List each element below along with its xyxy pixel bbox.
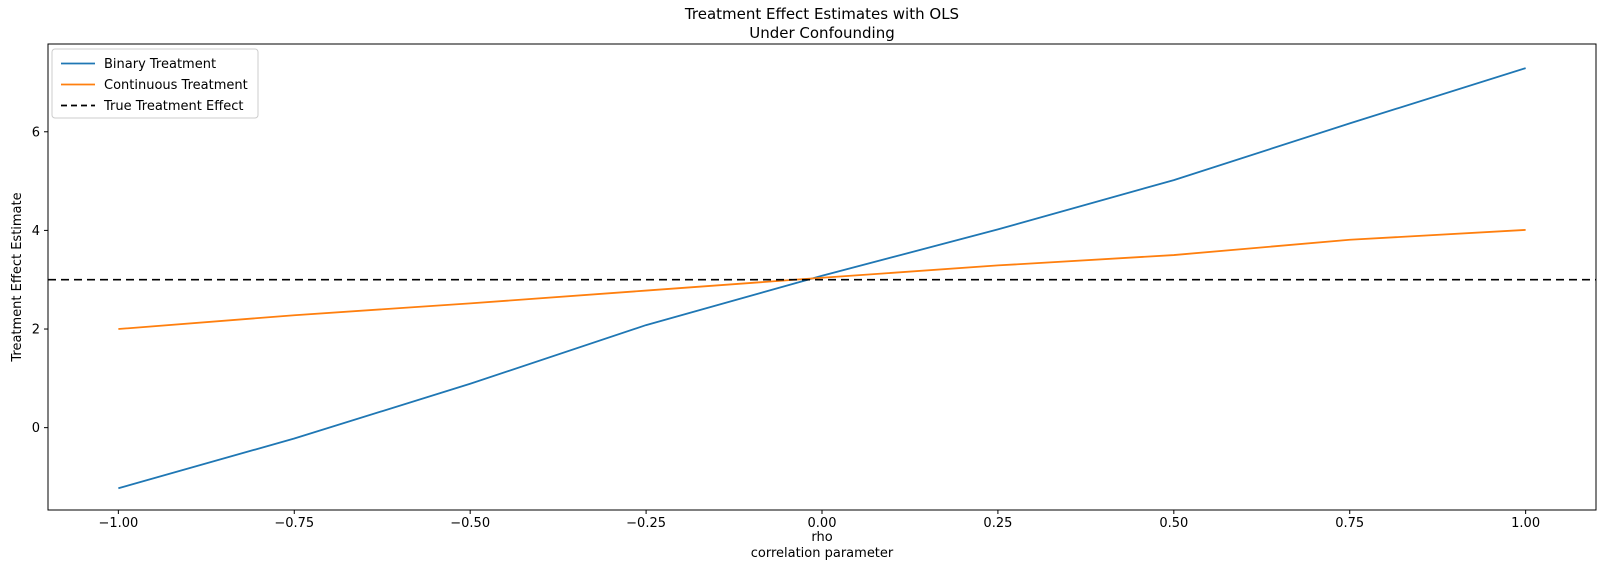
legend-label: True Treatment Effect bbox=[103, 99, 243, 114]
chart-title-line1: Treatment Effect Estimates with OLS bbox=[684, 5, 960, 23]
x-axis-label-line2: correlation parameter bbox=[750, 546, 894, 561]
x-tick-label: −1.00 bbox=[98, 516, 138, 531]
x-axis-label: rho correlation parameter bbox=[48, 530, 1596, 562]
legend-box bbox=[51, 48, 259, 119]
y-tick-label: 4 bbox=[32, 224, 40, 239]
x-tick-label: 0.75 bbox=[1335, 516, 1364, 531]
x-tick-label: 0.50 bbox=[1159, 516, 1188, 531]
y-tick-label: 6 bbox=[32, 125, 40, 140]
x-tick-label: −0.50 bbox=[450, 516, 490, 531]
y-axis-label: Treatment Effect Estimate bbox=[10, 192, 25, 362]
legend-label: Continuous Treatment bbox=[104, 78, 248, 93]
legend-label: Binary Treatment bbox=[104, 57, 216, 72]
x-tick-label: −0.25 bbox=[626, 516, 666, 531]
x-tick-label: 0.25 bbox=[983, 516, 1012, 531]
y-tick-label: 2 bbox=[32, 323, 40, 338]
x-tick-label: 1.00 bbox=[1511, 516, 1540, 531]
x-tick-label: 0.00 bbox=[808, 516, 837, 531]
series-line-continuous-treatment bbox=[118, 229, 1526, 330]
series-line-binary-treatment bbox=[118, 67, 1526, 490]
x-tick-label: −0.75 bbox=[274, 516, 314, 531]
y-tick-label: 0 bbox=[32, 421, 40, 436]
chart-title-line2: Under Confounding bbox=[749, 24, 895, 42]
chart-title: Treatment Effect Estimates with OLS Unde… bbox=[48, 5, 1596, 43]
x-axis-label-line1: rho bbox=[811, 530, 833, 545]
